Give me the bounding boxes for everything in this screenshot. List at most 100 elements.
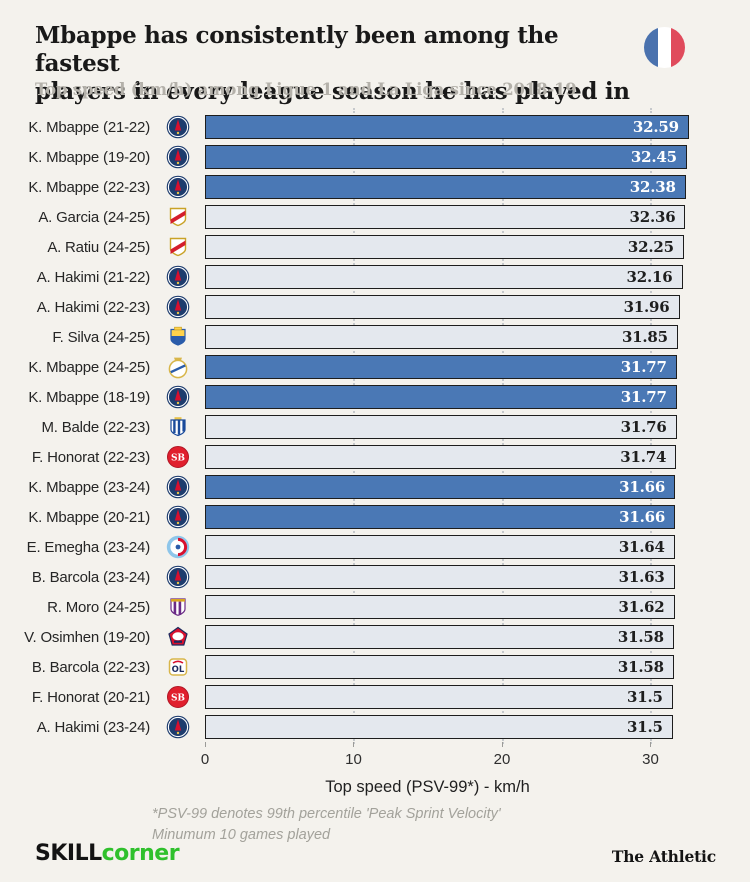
france-flag-icon bbox=[644, 27, 685, 68]
bar-track: 31.77 bbox=[205, 385, 695, 409]
bar-row: F. Silva (24-25) 31.85 bbox=[0, 322, 750, 352]
bar-track: 31.62 bbox=[205, 595, 695, 619]
flag-blue-stripe bbox=[644, 27, 658, 68]
chart-subtitle: Top speed (km/h) among Ligue 1 and La Li… bbox=[35, 80, 577, 99]
bar-track: 31.85 bbox=[205, 325, 695, 349]
bar-track: 32.36 bbox=[205, 205, 695, 229]
bar-row: A. Hakimi (22-23) 31.96 bbox=[0, 292, 750, 322]
bar-track: 31.5 bbox=[205, 685, 695, 709]
bar-value: 31.66 bbox=[619, 478, 666, 496]
psg-crest-icon bbox=[150, 505, 205, 529]
bar: 31.5 bbox=[205, 715, 673, 739]
svg-text:OL: OL bbox=[171, 665, 184, 675]
bar-track: 31.76 bbox=[205, 415, 695, 439]
bar-track: 32.59 bbox=[205, 115, 695, 139]
x-tick-mark-20 bbox=[501, 742, 503, 747]
bar: 32.38 bbox=[205, 175, 686, 199]
bar: 31.62 bbox=[205, 595, 675, 619]
lyon-crest-icon: OL bbox=[150, 655, 205, 679]
player-label: F. Silva (24-25) bbox=[52, 328, 150, 346]
bar: 31.66 bbox=[205, 505, 676, 529]
x-axis-label: Top speed (PSV-99*) - km/h bbox=[325, 778, 530, 796]
svg-text:SB: SB bbox=[170, 454, 184, 464]
player-label: K. Mbappe (21-22) bbox=[28, 118, 150, 136]
title-line-2: players in every league season he has pl… bbox=[35, 78, 630, 106]
psg-crest-icon bbox=[150, 565, 205, 589]
bar-value: 31.58 bbox=[617, 658, 664, 676]
bar-row: R. Moro (24-25) 31.62 bbox=[0, 592, 750, 622]
espanyol-crest-icon bbox=[150, 415, 205, 439]
real-madrid-crest-icon bbox=[150, 355, 205, 379]
bar-track: 32.25 bbox=[205, 235, 695, 259]
skillcorner-logo-black: SKILL bbox=[35, 841, 102, 866]
svg-text:SB: SB bbox=[170, 694, 184, 704]
bar-value: 31.5 bbox=[626, 688, 663, 706]
bar-row: F. Honorat (20-21) SB 31.5 bbox=[0, 682, 750, 712]
bar-value: 31.62 bbox=[618, 598, 665, 616]
bar-track: 31.63 bbox=[205, 565, 695, 589]
bar-value: 31.96 bbox=[623, 298, 670, 316]
bar-chart: K. Mbappe (21-22) 32.59 K. Mbappe (19-20… bbox=[0, 108, 750, 744]
bar-value: 32.59 bbox=[632, 118, 679, 136]
bar: 31.96 bbox=[205, 295, 680, 319]
strasbourg-crest-icon bbox=[150, 535, 205, 559]
player-label: M. Balde (22-23) bbox=[41, 418, 150, 436]
x-tick-mark-0 bbox=[205, 742, 206, 747]
x-tick-label-20: 20 bbox=[493, 751, 511, 768]
bar: 32.59 bbox=[205, 115, 689, 139]
bar-track: 32.16 bbox=[205, 265, 695, 289]
las-palmas-crest-icon bbox=[150, 325, 205, 349]
bar-value: 31.77 bbox=[620, 358, 667, 376]
x-tick-mark-30 bbox=[650, 742, 652, 747]
player-label: A. Hakimi (22-23) bbox=[36, 298, 150, 316]
player-label: B. Barcola (22-23) bbox=[31, 658, 150, 676]
real-valladolid-crest-icon bbox=[150, 595, 205, 619]
bar-track: 31.96 bbox=[205, 295, 695, 319]
lille-crest-icon bbox=[150, 625, 205, 649]
bar-value: 31.76 bbox=[620, 418, 667, 436]
skillcorner-logo-green: corner bbox=[101, 841, 180, 866]
bar-value: 32.36 bbox=[629, 208, 676, 226]
bar-row: K. Mbappe (23-24) 31.66 bbox=[0, 472, 750, 502]
player-label: K. Mbappe (20-21) bbox=[28, 508, 150, 526]
bar: 31.5 bbox=[205, 685, 673, 709]
bar-row: K. Mbappe (24-25) 31.77 bbox=[0, 352, 750, 382]
x-tick-label-10: 10 bbox=[345, 751, 362, 768]
flag-white-stripe bbox=[657, 27, 672, 68]
bar-value: 32.45 bbox=[630, 148, 677, 166]
bar: 31.76 bbox=[205, 415, 677, 439]
psg-crest-icon bbox=[150, 115, 205, 139]
bar-track: 32.38 bbox=[205, 175, 695, 199]
player-label: A. Hakimi (21-22) bbox=[36, 268, 150, 286]
psg-crest-icon bbox=[150, 715, 205, 739]
bar-row: B. Barcola (22-23) OL 31.58 bbox=[0, 652, 750, 682]
bar-track: 32.45 bbox=[205, 145, 695, 169]
bar-row: F. Honorat (22-23) SB 31.74 bbox=[0, 442, 750, 472]
bar-row: K. Mbappe (22-23) 32.38 bbox=[0, 172, 750, 202]
bar-track: 31.64 bbox=[205, 535, 695, 559]
psg-crest-icon bbox=[150, 265, 205, 289]
page-title: Mbappe has consistently been among the f… bbox=[35, 22, 635, 106]
bar-value: 31.58 bbox=[617, 628, 664, 646]
bar: 32.36 bbox=[205, 205, 686, 229]
player-label: E. Emegha (23-24) bbox=[26, 538, 151, 556]
footnote-line-1: *PSV-99 denotes 99th percentile 'Peak Sp… bbox=[152, 806, 501, 822]
bar-value: 31.85 bbox=[621, 328, 668, 346]
player-label: K. Mbappe (24-25) bbox=[28, 358, 150, 376]
player-label: K. Mbappe (19-20) bbox=[28, 148, 150, 166]
bar-row: K. Mbappe (19-20) 32.45 bbox=[0, 142, 750, 172]
bar: 31.77 bbox=[205, 385, 677, 409]
bar-rows: K. Mbappe (21-22) 32.59 K. Mbappe (19-20… bbox=[0, 112, 750, 742]
player-label: K. Mbappe (23-24) bbox=[28, 478, 150, 496]
x-tick-label-0: 0 bbox=[200, 751, 210, 768]
bar: 31.64 bbox=[205, 535, 675, 559]
bar-row: B. Barcola (23-24) 31.63 bbox=[0, 562, 750, 592]
psg-crest-icon bbox=[150, 385, 205, 409]
bar-row: K. Mbappe (20-21) 31.66 bbox=[0, 502, 750, 532]
player-label: R. Moro (24-25) bbox=[47, 598, 150, 616]
rayo-vallecano-crest-icon bbox=[150, 205, 205, 229]
bar: 31.85 bbox=[205, 325, 678, 349]
rayo-vallecano-crest-icon bbox=[150, 235, 205, 259]
footnote: *PSV-99 denotes 99th percentile 'Peak Sp… bbox=[152, 804, 501, 846]
bar-track: 31.66 bbox=[205, 475, 695, 499]
